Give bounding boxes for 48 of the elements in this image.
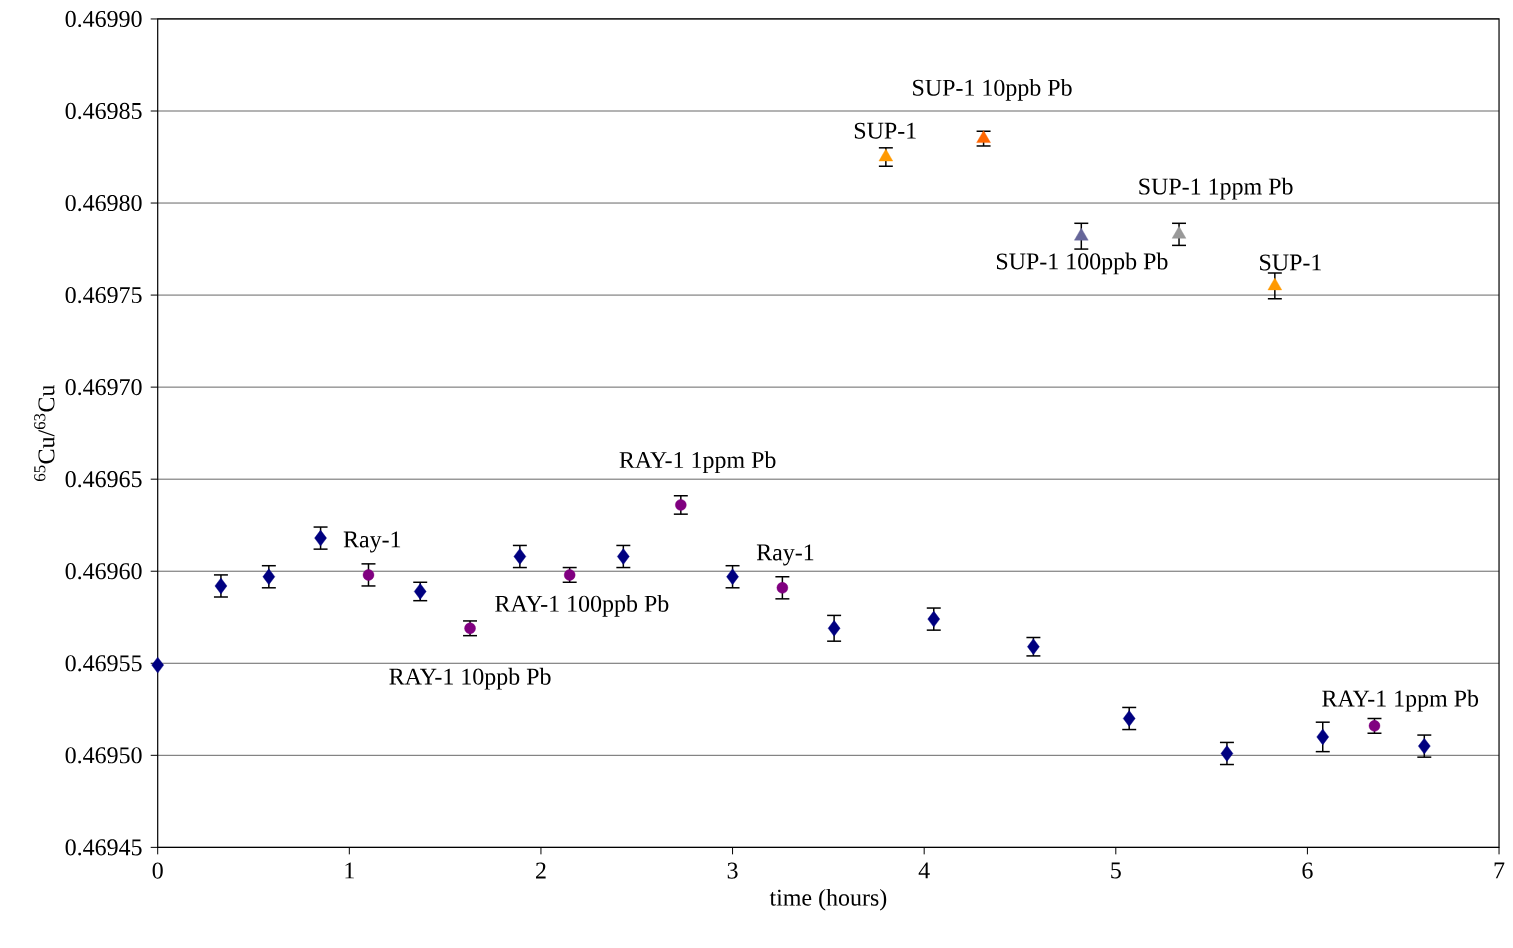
point bbox=[1220, 745, 1234, 762]
y-axis-title: $^{65}$Cu/$^{63}$Cu bbox=[34, 384, 55, 481]
y-tick-label: 0.46970 bbox=[65, 378, 142, 396]
y-tick-label: 0.46975 bbox=[65, 286, 142, 304]
y-tick-label: 0.46955 bbox=[65, 655, 142, 672]
annotation: Ray-1 bbox=[343, 531, 401, 553]
x-tick-label: 7 bbox=[1494, 862, 1505, 879]
point bbox=[976, 130, 991, 143]
annotation: Ray-1 bbox=[756, 544, 814, 566]
annotation: SUP-1 bbox=[854, 122, 916, 139]
point bbox=[726, 568, 739, 585]
x-tick-label: 5 bbox=[1111, 862, 1121, 879]
annotation: RAY-1 1ppm Pb bbox=[619, 451, 776, 473]
annotation: RAY-1 1ppm Pb bbox=[1322, 689, 1479, 712]
x-tick-label: 1 bbox=[345, 862, 354, 879]
point bbox=[827, 620, 841, 637]
point bbox=[1123, 710, 1136, 727]
annotation: RAY-1 10ppb Pb bbox=[389, 667, 551, 690]
point bbox=[151, 656, 164, 674]
y-tick-label: 0.46965 bbox=[65, 470, 142, 488]
x-tick-label: 4 bbox=[918, 862, 930, 879]
point bbox=[362, 569, 375, 581]
annotation: RAY-1 100ppb Pb bbox=[495, 594, 669, 617]
x-tick-label: 0 bbox=[152, 862, 163, 879]
point bbox=[1267, 277, 1282, 290]
point bbox=[262, 568, 276, 585]
y-tick-label: 0.46945 bbox=[65, 839, 142, 856]
annotation: SUP-1 bbox=[1260, 254, 1321, 271]
x-tick-label: 3 bbox=[727, 862, 738, 879]
point bbox=[878, 148, 893, 162]
point bbox=[617, 548, 630, 565]
point bbox=[1171, 226, 1187, 239]
x-axis-title: time (hours) bbox=[769, 888, 887, 911]
y-tick-label: 0.46985 bbox=[65, 102, 142, 120]
y-tick-label: 0.46980 bbox=[65, 194, 142, 212]
point bbox=[675, 499, 687, 511]
point bbox=[1316, 728, 1329, 746]
point bbox=[1074, 227, 1089, 241]
y-tick-label: 0.46960 bbox=[65, 563, 142, 580]
x-tick-label: 2 bbox=[536, 862, 546, 879]
annotation: SUP-1 1ppm Pb bbox=[1139, 177, 1293, 200]
annotation: SUP-1 100ppb Pb bbox=[996, 252, 1168, 275]
point bbox=[776, 582, 789, 594]
y-tick-label: 0.46950 bbox=[65, 747, 142, 764]
y-tick-label: 0.46990 bbox=[65, 10, 142, 28]
x-tick-label: 6 bbox=[1302, 862, 1313, 879]
annotation: SUP-1 10ppb Pb bbox=[913, 78, 1072, 101]
point bbox=[513, 548, 527, 565]
